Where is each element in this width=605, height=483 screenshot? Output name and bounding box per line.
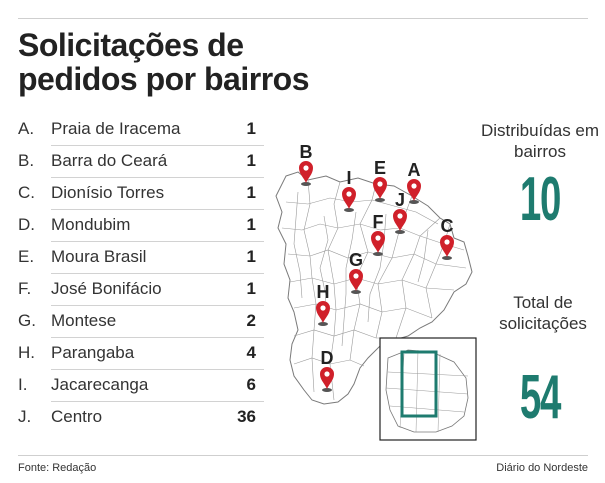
row-divider <box>51 145 264 146</box>
table-row: J. Centro 36 <box>18 402 264 434</box>
total-label: Total de solicitações <box>499 293 587 333</box>
marker-label: I <box>346 168 351 188</box>
marker-label: G <box>349 250 363 270</box>
map-marker[interactable]: B <box>299 142 313 186</box>
row-letter: E. <box>18 247 35 266</box>
map-marker[interactable]: H <box>316 282 330 326</box>
row-divider <box>51 273 264 274</box>
row-divider <box>51 401 264 402</box>
row-divider <box>51 177 264 178</box>
row-divider <box>51 305 264 306</box>
row-count: 36 <box>237 407 256 426</box>
row-count: 1 <box>246 183 256 202</box>
row-count: 1 <box>246 119 256 138</box>
table-row: A. Praia de Iracema 1 <box>18 114 264 146</box>
row-name: Montese <box>51 311 117 330</box>
marker-label: B <box>300 142 313 162</box>
row-name: Dionísio Torres <box>51 183 165 202</box>
table-row: D. Mondubim 1 <box>18 210 264 242</box>
row-count: 1 <box>246 215 256 234</box>
marker-label: J <box>395 190 405 210</box>
row-letter: I. <box>18 375 28 394</box>
bottom-divider <box>18 455 588 456</box>
table-row: F. José Bonifácio 1 <box>18 274 264 306</box>
marker-label: D <box>321 348 334 368</box>
table-row: H. Parangaba 4 <box>18 338 264 370</box>
marker-label: C <box>441 216 454 236</box>
table-row: E. Moura Brasil 1 <box>18 242 264 274</box>
row-letter: D. <box>18 215 35 234</box>
marker-label: E <box>374 158 386 178</box>
map-marker[interactable]: D <box>320 348 334 392</box>
row-divider <box>51 241 264 242</box>
row-count: 1 <box>246 151 256 170</box>
row-name: Centro <box>51 407 103 426</box>
row-count: 6 <box>246 375 256 394</box>
table-row: C. Dionísio Torres 1 <box>18 178 264 210</box>
districts-label: Distribuídas em bairros <box>480 121 600 161</box>
publisher-credit: Diário do Nordeste <box>496 462 588 474</box>
row-count: 1 <box>246 247 256 266</box>
map-marker[interactable]: A <box>407 160 421 204</box>
districts-value: 10 <box>519 165 562 234</box>
row-letter: A. <box>18 119 35 138</box>
row-divider <box>51 337 264 338</box>
locator-inset <box>379 337 477 441</box>
row-divider <box>51 369 264 370</box>
row-name: Jacarecanga <box>51 375 149 394</box>
row-letter: C. <box>18 183 35 202</box>
row-count: 2 <box>246 311 256 330</box>
row-count: 4 <box>246 343 256 362</box>
row-letter: G. <box>18 311 36 330</box>
row-count: 1 <box>246 279 256 298</box>
map-marker[interactable]: I <box>342 168 356 212</box>
row-name: José Bonifácio <box>51 279 162 298</box>
marker-label: F <box>373 212 384 232</box>
row-letter: F. <box>18 279 32 298</box>
total-value: 54 <box>519 363 562 432</box>
source-credit: Fonte: Redação <box>18 462 97 474</box>
map-marker[interactable]: C <box>440 216 454 260</box>
marker-label: A <box>408 160 421 180</box>
row-letter: H. <box>18 343 35 362</box>
top-divider <box>18 18 588 19</box>
map-marker[interactable]: J <box>393 190 407 234</box>
row-letter: J. <box>18 407 32 426</box>
map-marker[interactable]: G <box>349 250 363 294</box>
page-title: Solicitações de pedidos por bairros <box>18 27 309 97</box>
row-name: Mondubim <box>51 215 131 234</box>
map-marker[interactable]: E <box>373 158 387 202</box>
marker-label: H <box>317 282 330 302</box>
table-row: I. Jacarecanga 6 <box>18 370 264 402</box>
row-name: Barra do Ceará <box>51 151 168 170</box>
row-name: Praia de Iracema <box>51 119 181 138</box>
neighborhood-table: A. Praia de Iracema 1 B. Barra do Ceará … <box>18 114 264 434</box>
map-marker[interactable]: F <box>371 212 385 256</box>
row-name: Parangaba <box>51 343 135 362</box>
table-row: G. Montese 2 <box>18 306 264 338</box>
row-letter: B. <box>18 151 35 170</box>
table-row: B. Barra do Ceará 1 <box>18 146 264 178</box>
city-map: B I E J A F C G <box>275 142 477 441</box>
row-name: Moura Brasil <box>51 247 147 266</box>
row-divider <box>51 209 264 210</box>
